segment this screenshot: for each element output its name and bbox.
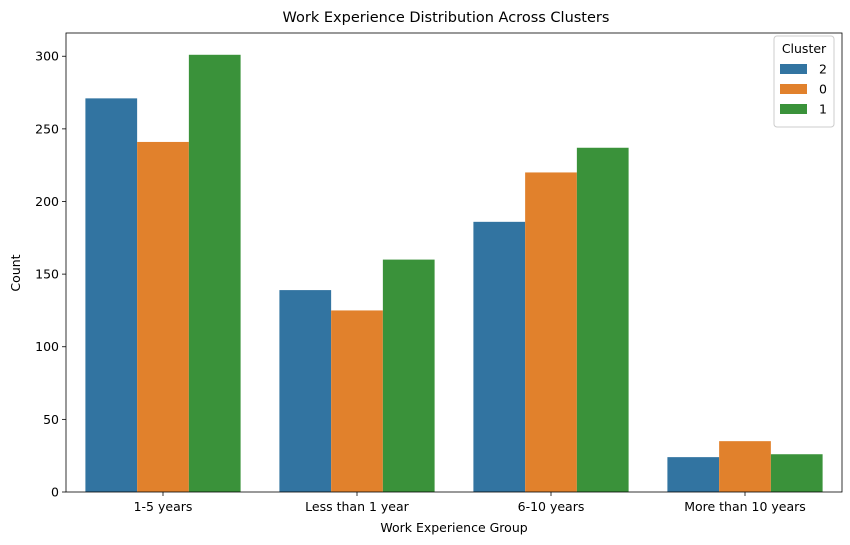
legend-swatch-cluster-1 bbox=[780, 104, 807, 114]
legend-label-cluster-1: 1 bbox=[819, 102, 827, 117]
legend: Cluster 2 0 1 bbox=[773, 35, 835, 128]
bar-1-cluster-0 bbox=[137, 141, 189, 492]
y-tick-label: 100 bbox=[35, 339, 59, 354]
bar-4-cluster-0 bbox=[719, 441, 771, 492]
x-tick-label: 6-10 years bbox=[518, 499, 585, 514]
bar-2-cluster-1 bbox=[382, 259, 435, 492]
bar-2-cluster-0 bbox=[331, 310, 383, 492]
y-tick-label: 50 bbox=[43, 412, 59, 427]
legend-label-cluster-2: 2 bbox=[819, 62, 827, 77]
bar-3-cluster-0 bbox=[525, 172, 577, 492]
y-tick-label: 200 bbox=[35, 194, 59, 209]
bar-4-cluster-1 bbox=[770, 454, 823, 492]
plot-frame bbox=[65, 32, 843, 493]
bar-1-cluster-1 bbox=[188, 54, 241, 493]
plot-bars bbox=[85, 54, 823, 493]
y-axis: 0 50 100 150 200 250 300 bbox=[35, 49, 66, 500]
legend-swatch-cluster-0 bbox=[780, 84, 807, 94]
legend-items: 2 0 1 bbox=[780, 62, 827, 117]
y-tick-label: 150 bbox=[35, 267, 59, 282]
x-axis: 1-5 years Less than 1 year 6-10 years More … bbox=[134, 492, 806, 514]
bar-1-cluster-2 bbox=[85, 98, 138, 492]
x-tick-label: Less than 1 year bbox=[305, 499, 409, 514]
bar-4-cluster-2 bbox=[667, 457, 720, 492]
bar-3-cluster-1 bbox=[576, 147, 629, 492]
chart-title: Work Experience Distribution Across Clus… bbox=[283, 10, 610, 26]
y-axis-label: Count bbox=[8, 254, 23, 291]
y-tick-label: 300 bbox=[35, 49, 59, 64]
legend-swatch-cluster-2 bbox=[780, 64, 807, 74]
legend-title: Cluster bbox=[782, 41, 827, 56]
x-tick-label: 1-5 years bbox=[134, 499, 193, 514]
x-axis-label: Work Experience Group bbox=[380, 520, 527, 535]
x-tick-label: More than 10 years bbox=[684, 499, 806, 514]
bar-2-cluster-2 bbox=[279, 290, 332, 492]
y-tick-label: 0 bbox=[51, 485, 59, 500]
y-tick-label: 250 bbox=[35, 121, 59, 136]
bar-3-cluster-2 bbox=[473, 221, 526, 493]
legend-label-cluster-0: 0 bbox=[819, 82, 827, 97]
